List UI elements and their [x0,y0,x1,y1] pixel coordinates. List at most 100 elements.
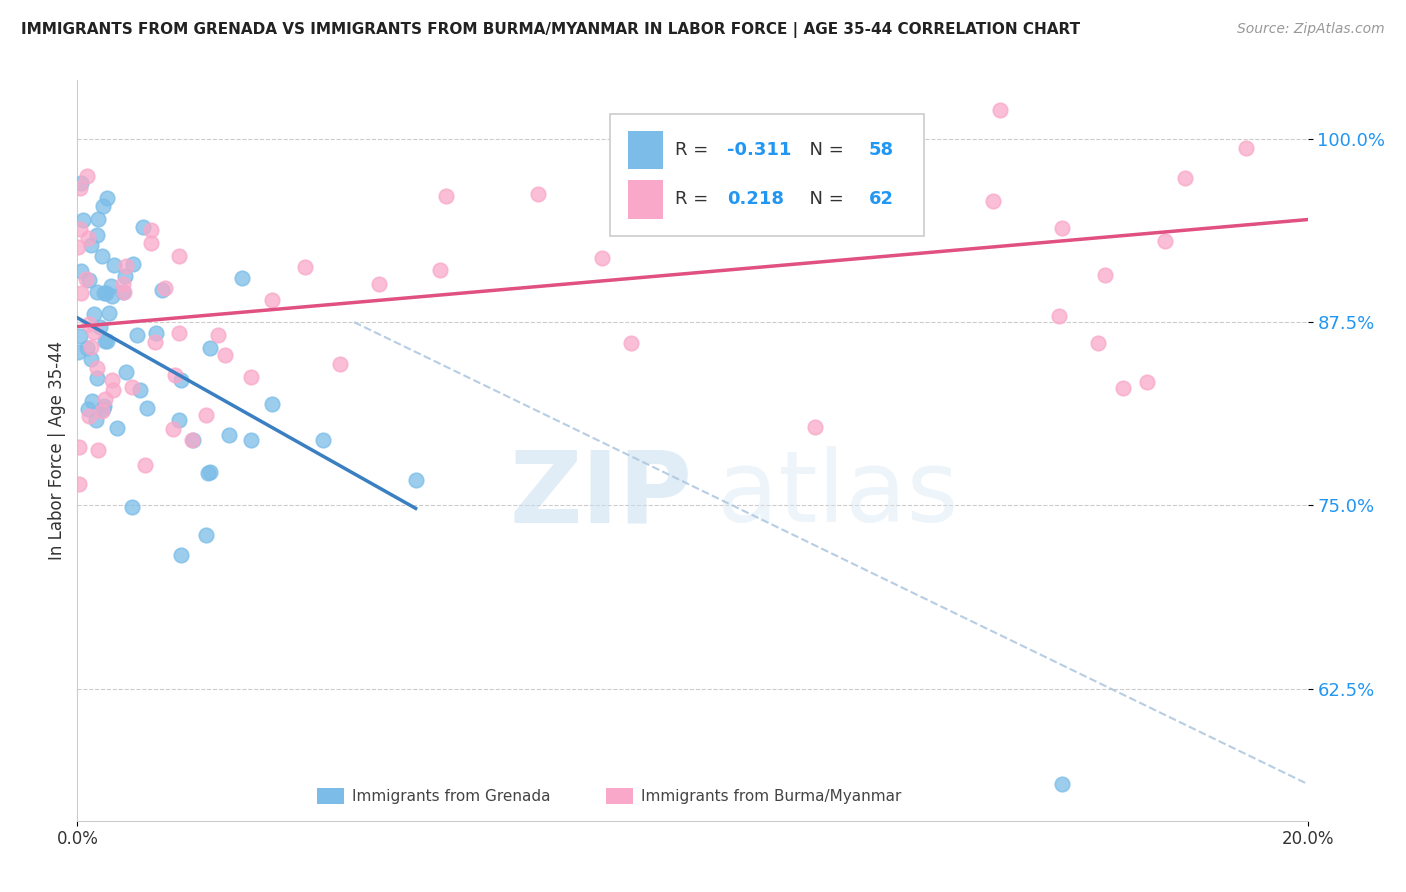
Point [77,230,100,244]
Point [103,258,125,272]
Point [134,458,156,473]
Point [145,326,167,340]
Point [139,223,162,237]
Point [94,392,117,406]
Point [1153,234,1175,248]
Point [83,307,105,321]
Text: Source: ZipAtlas.com: Source: ZipAtlas.com [1237,22,1385,37]
Point [121,500,143,514]
Point [80,352,103,367]
Point [83,326,105,340]
Text: Immigrants from Burma/Myanmar: Immigrants from Burma/Myanmar [641,789,901,804]
Point [76,402,98,417]
Point [131,219,153,234]
Point [100,289,122,303]
Point [86,360,108,375]
Point [121,256,143,270]
Point [181,434,204,448]
Point [76,341,98,355]
Point [93,399,115,413]
Point [100,373,122,387]
Point [80,393,103,408]
Point [294,260,316,274]
Point [101,383,124,397]
Point [69,181,91,195]
Point [67,440,90,454]
Point [1050,221,1073,235]
Point [162,422,184,436]
Text: ZIP: ZIP [509,446,693,543]
Point [262,397,284,411]
Point [155,281,177,295]
Point [69,222,91,236]
Point [329,357,352,371]
Text: N =: N = [799,191,849,209]
Point [114,269,136,284]
Point [89,319,111,334]
Point [91,403,114,417]
Point [96,334,118,349]
Point [195,409,218,423]
Point [1136,375,1159,389]
Point [591,252,613,266]
Point [121,380,143,394]
Point [77,318,100,332]
Point [170,373,193,387]
Point [1094,268,1116,282]
Point [207,328,229,343]
Point [66,240,89,254]
Point [86,285,108,299]
Point [1047,309,1070,323]
Bar [628,180,664,219]
Point [127,328,149,343]
Point [636,192,658,206]
Point [80,237,103,252]
Point [136,401,159,416]
Point [169,413,191,427]
Point [1234,141,1257,155]
Point [75,272,97,286]
Point [704,176,727,190]
Point [1112,381,1135,395]
Point [803,201,825,215]
Point [1174,170,1197,185]
Point [69,264,91,278]
Point [804,420,827,434]
Point [981,194,1004,208]
Point [429,263,451,277]
Point [367,277,389,292]
Text: 62: 62 [869,191,893,209]
Text: 0.218: 0.218 [727,191,785,209]
Point [231,271,253,285]
Point [69,176,91,190]
Point [91,249,114,263]
FancyBboxPatch shape [610,113,924,235]
Point [214,348,236,362]
Point [105,420,128,434]
Point [115,259,138,273]
Point [87,212,110,227]
Point [145,335,167,350]
Point [240,434,263,448]
Point [197,466,219,480]
Point [240,370,263,384]
Point [218,428,240,442]
Point [76,169,98,183]
Point [167,250,190,264]
Point [98,306,121,320]
Point [67,345,90,359]
Point [620,335,643,350]
Point [872,189,894,203]
Point [91,401,114,416]
Point [70,285,93,300]
Point [94,334,117,349]
Point [77,272,100,286]
Point [112,277,135,292]
Point [150,283,173,297]
Point [96,285,118,300]
Bar [628,130,664,169]
Point [200,465,222,479]
Bar [606,788,634,805]
Point [77,409,100,423]
Point [195,527,218,541]
